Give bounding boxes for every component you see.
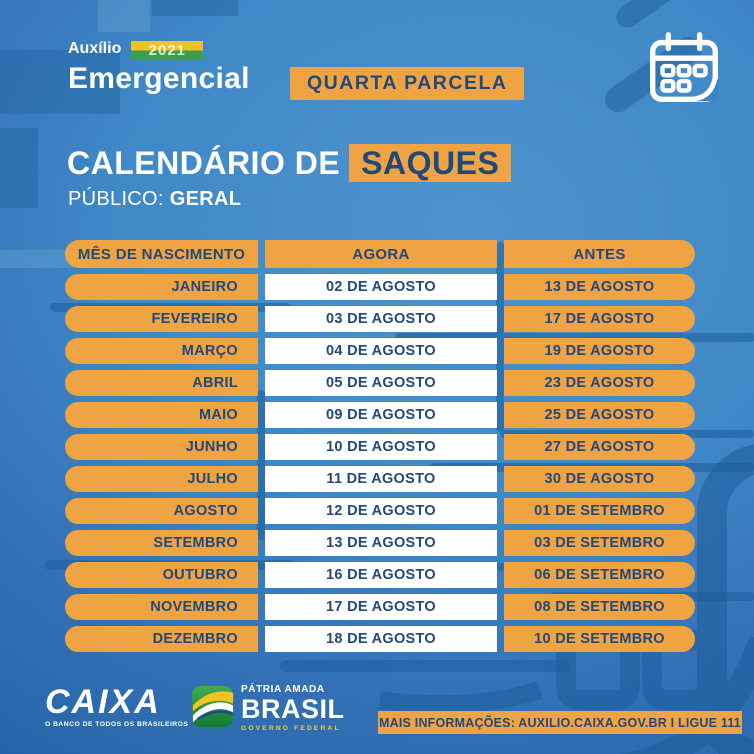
governo-federal-logo: PÁTRIA AMADA BRASIL GOVERNO FEDERAL — [191, 685, 345, 733]
quarta-parcela-badge: QUARTA PARCELA — [290, 67, 525, 100]
month-cell: ABRIL — [65, 370, 258, 396]
antes-date-cell: 25 DE AGOSTO — [504, 402, 695, 428]
logo-year-badge: 2021 — [131, 41, 204, 60]
logo-line1: Auxílio — [68, 40, 122, 57]
agora-date-cell: 09 DE AGOSTO — [265, 402, 497, 428]
agora-date-cell: 16 DE AGOSTO — [265, 562, 497, 588]
audience-label: PÚBLICO: — [68, 188, 164, 210]
antes-date-cell: 30 DE AGOSTO — [504, 466, 695, 492]
page-title: CALENDÁRIO DE SAQUES — [67, 144, 512, 182]
title-main: CALENDÁRIO DE — [67, 144, 341, 181]
agora-date-cell: 03 DE AGOSTO — [265, 306, 497, 332]
agora-date-cell: 02 DE AGOSTO — [265, 274, 497, 300]
month-cell: MARÇO — [65, 338, 258, 364]
title-highlight-box: SAQUES — [349, 144, 512, 182]
month-cell: SETEMBRO — [65, 530, 258, 556]
month-cell: NOVEMBRO — [65, 594, 258, 620]
agora-date-cell: 05 DE AGOSTO — [265, 370, 497, 396]
antes-date-cell: 23 DE AGOSTO — [504, 370, 695, 396]
agora-date-cell: 11 DE AGOSTO — [265, 466, 497, 492]
column-header-0: MÊS DE NASCIMENTO — [65, 240, 258, 268]
month-cell: MAIO — [65, 402, 258, 428]
month-cell: OUTUBRO — [65, 562, 258, 588]
calendar-icon — [650, 32, 719, 102]
brasil-line1: PÁTRIA AMADA — [241, 684, 325, 695]
column-header-2: ANTES — [504, 240, 695, 268]
brasil-flag-icon — [191, 685, 234, 728]
more-info-bar: MAIS INFORMAÇÕES: AUXILIO.CAIXA.GOV.BR I… — [378, 711, 742, 734]
month-cell: JANEIRO — [65, 274, 258, 300]
logo-line2: Emergencial — [68, 62, 250, 95]
agora-date-cell: 18 DE AGOSTO — [265, 626, 497, 652]
antes-date-cell: 10 DE SETEMBRO — [504, 626, 695, 652]
audience-value: GERAL — [169, 188, 242, 210]
antes-date-cell: 03 DE SETEMBRO — [504, 530, 695, 556]
antes-date-cell: 13 DE AGOSTO — [504, 274, 695, 300]
agora-date-cell: 12 DE AGOSTO — [265, 498, 497, 524]
audience-line: PÚBLICO: GERAL — [68, 188, 241, 211]
month-cell: AGOSTO — [65, 498, 258, 524]
agora-date-cell: 17 DE AGOSTO — [265, 594, 497, 620]
month-cell: DEZEMBRO — [65, 626, 258, 652]
month-cell: FEVEREIRO — [65, 306, 258, 332]
caixa-wordmark: CAIXA — [45, 683, 161, 721]
auxilio-emergencial-logo: Auxílio 2021 Emergencial — [68, 38, 250, 94]
antes-date-cell: 01 DE SETEMBRO — [504, 498, 695, 524]
antes-date-cell: 27 DE AGOSTO — [504, 434, 695, 460]
caixa-logo: CAIXA O BANCO DE TODOS OS BRASILEIROS — [45, 683, 189, 729]
antes-date-cell: 19 DE AGOSTO — [504, 338, 695, 364]
antes-date-cell: 06 DE SETEMBRO — [504, 562, 695, 588]
caixa-tagline: O BANCO DE TODOS OS BRASILEIROS — [45, 721, 189, 729]
column-header-1: AGORA — [265, 240, 497, 268]
month-cell: JULHO — [65, 466, 258, 492]
agora-date-cell: 10 DE AGOSTO — [265, 434, 497, 460]
agora-date-cell: 13 DE AGOSTO — [265, 530, 497, 556]
antes-date-cell: 17 DE AGOSTO — [504, 306, 695, 332]
calendar-table: MÊS DE NASCIMENTO AGORA ANTES JANEIRO 02 DE … — [65, 240, 695, 652]
antes-date-cell: 08 DE SETEMBRO — [504, 594, 695, 620]
month-cell: JUNHO — [65, 434, 258, 460]
brasil-line3: GOVERNO FEDERAL — [241, 725, 341, 732]
agora-date-cell: 04 DE AGOSTO — [265, 338, 497, 364]
brasil-line2: BRASIL — [241, 694, 345, 724]
